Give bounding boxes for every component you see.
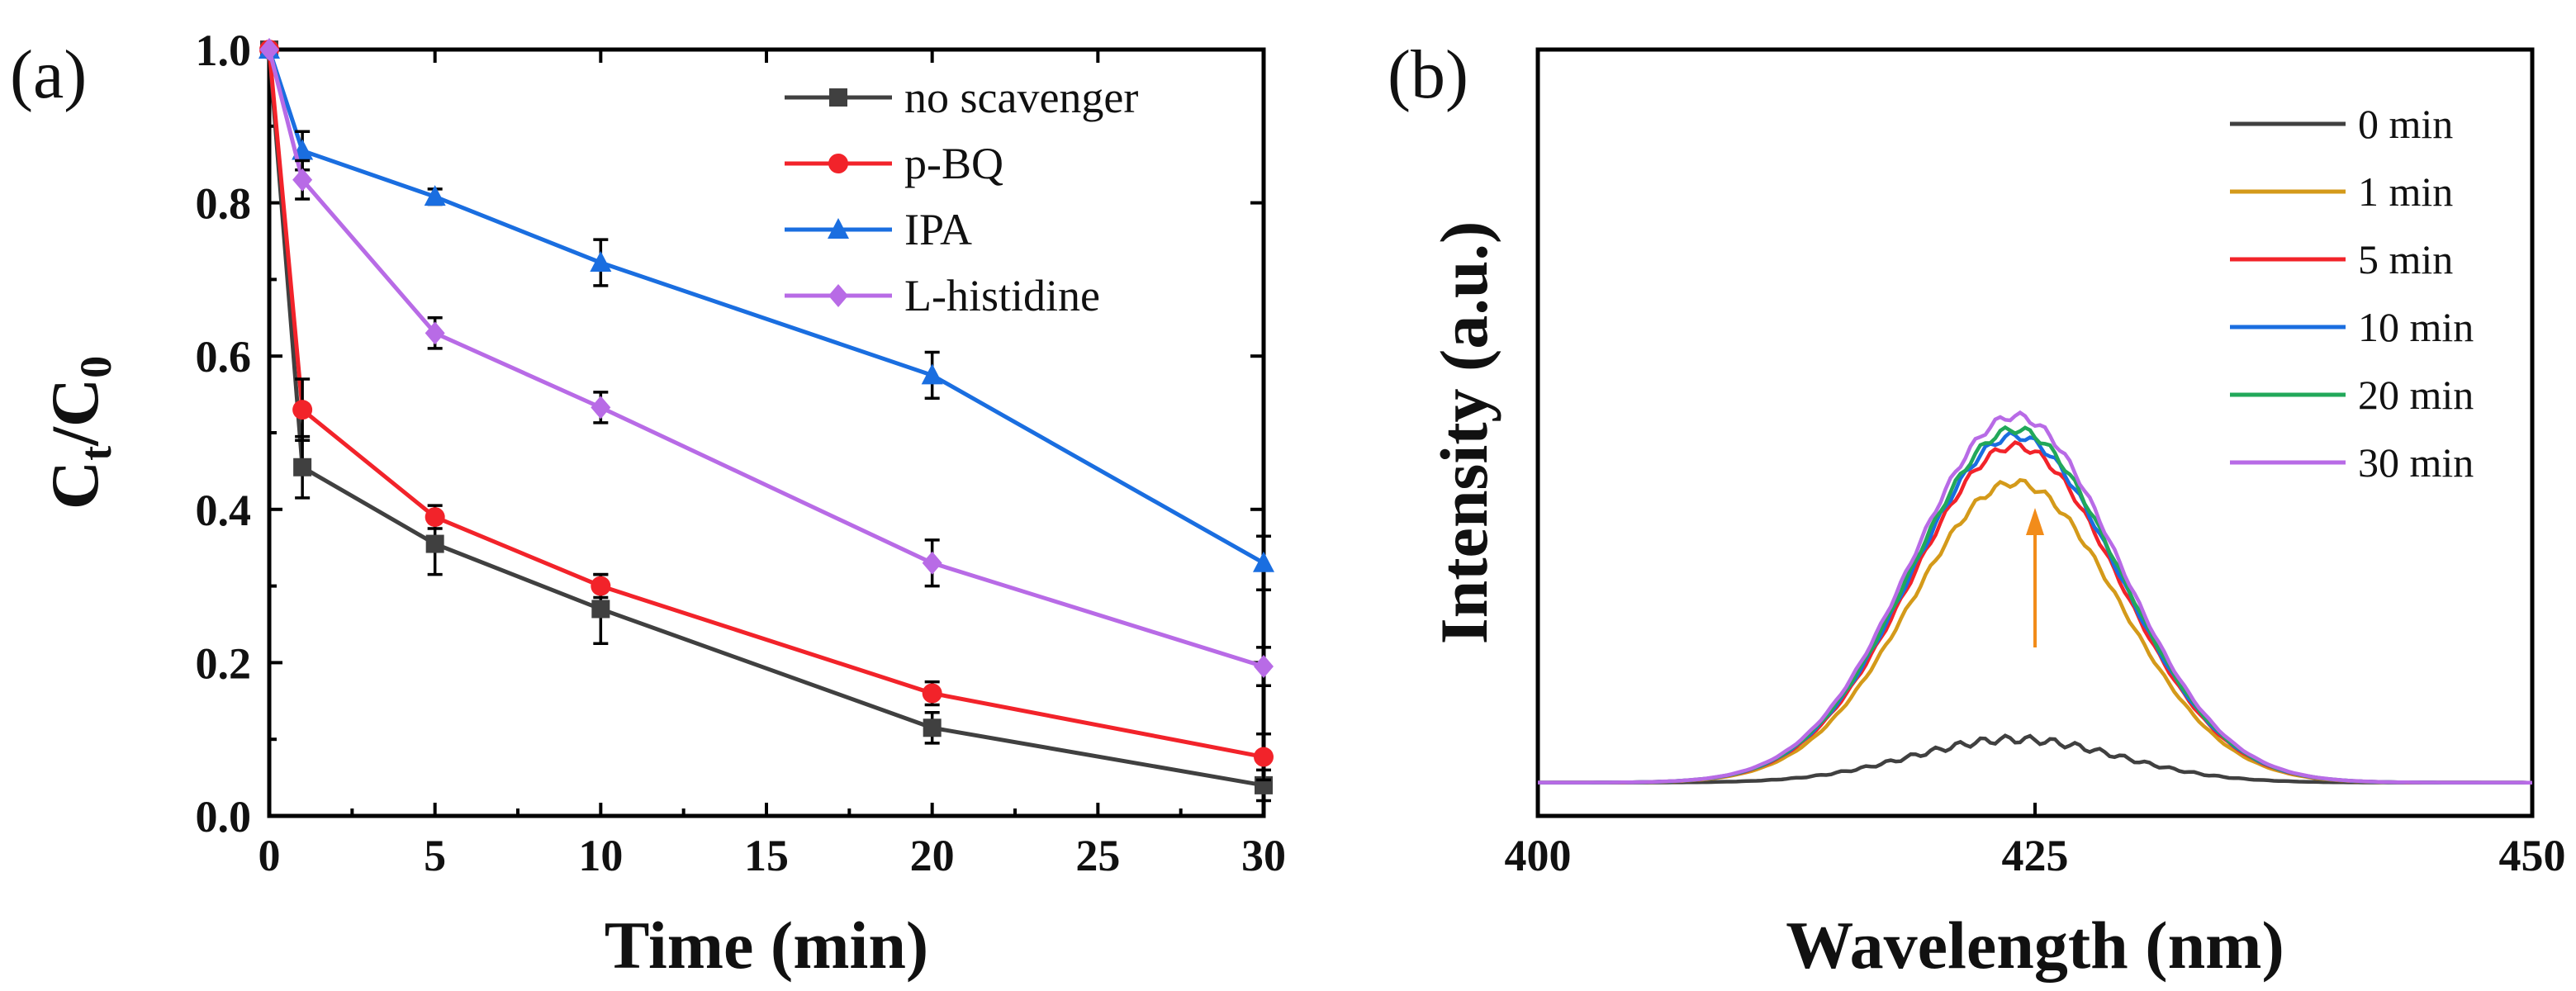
legend-label: 20 min (2358, 372, 2474, 418)
legend-entry: 5 min (2230, 236, 2453, 282)
data-point (293, 458, 312, 477)
data-point (923, 718, 942, 737)
x-tick-label: 0 (259, 831, 281, 880)
panel-b-legend: 0 min 1 min 5 min 10 min 20 min 30 min (2230, 101, 2474, 486)
legend-label: 30 min (2358, 439, 2474, 486)
panel-a-label: (a) (10, 36, 87, 113)
x-tick-label: 25 (1075, 831, 1120, 880)
panel-b-y-axis-title: Intensity (a.u.) (1426, 221, 1501, 645)
data-point (1254, 747, 1274, 767)
series-l-histidine (259, 38, 1274, 687)
panel-a-x-axis-title: Time (min) (605, 908, 929, 983)
y-tick-label: 0.4 (196, 486, 252, 535)
y-tick-label: 0.6 (196, 332, 252, 382)
arrow-head (2026, 508, 2044, 535)
series-p-bq (259, 40, 1274, 782)
data-point (922, 551, 942, 575)
x-tick-label: 5 (424, 831, 446, 880)
legend-label: no scavenger (904, 73, 1138, 122)
legend-entry: 30 min (2230, 439, 2474, 486)
panel-b-series (1538, 410, 2532, 785)
legend-marker (828, 218, 849, 239)
panel-a-y-axis-title: Ct/C0 (37, 356, 121, 510)
x-tick-label: 450 (2499, 831, 2566, 880)
data-point (921, 363, 943, 385)
data-point (1253, 551, 1274, 572)
y-tick-label: 0.2 (196, 638, 252, 688)
series-0-min (1538, 733, 2532, 785)
data-point (424, 185, 446, 206)
legend-entry: IPA (785, 205, 972, 254)
data-point (591, 600, 610, 619)
panel-b-axes-frame (1535, 47, 2535, 818)
legend-label: L-histidine (904, 271, 1100, 320)
x-tick-label: 400 (1505, 831, 1572, 880)
x-tick-label: 15 (744, 831, 789, 880)
data-point (425, 507, 445, 528)
legend-label: 10 min (2358, 304, 2474, 350)
legend-marker (828, 284, 848, 307)
series-no-scavenger (260, 40, 1273, 803)
legend-label: IPA (904, 205, 972, 254)
data-point (292, 400, 313, 420)
panel-a-chart: (a) 0 5 10 15 20 25 30 0.0 0.2 0.4 0.6 0.8 1.0 Time … (10, 26, 1286, 983)
legend-marker (829, 88, 847, 107)
x-tick-label: 10 (578, 831, 623, 880)
panel-a-ticks: 0 5 10 15 20 25 30 0.0 0.2 0.4 0.6 0.8 1.0 (196, 26, 1287, 880)
x-tick-label: 425 (2002, 831, 2069, 880)
data-point (922, 683, 942, 704)
data-point (292, 168, 313, 192)
panel-b-ticks: 400 425 450 (1505, 803, 2566, 880)
legend-entry: L-histidine (785, 271, 1100, 320)
x-tick-label: 20 (910, 831, 955, 880)
y-tick-label: 1.0 (196, 26, 252, 75)
series-line (267, 49, 1264, 759)
panel-b-increase-arrow (2026, 508, 2044, 647)
legend-entry: 1 min (2230, 168, 2453, 215)
panel-a-axes-frame (267, 47, 1266, 818)
legend-label: 0 min (2358, 101, 2453, 147)
legend-label: 5 min (2358, 236, 2453, 282)
legend-marker (828, 154, 848, 173)
series-line (267, 49, 1265, 565)
series-line (267, 49, 1264, 669)
y-tick-label: 0.8 (196, 179, 252, 229)
data-point (425, 534, 444, 553)
panel-a-series (259, 38, 1274, 803)
legend-entry: 20 min (2230, 372, 2474, 418)
legend-entry: p-BQ (785, 139, 1003, 188)
data-point (1254, 655, 1274, 679)
panel-b-x-axis-title: Wavelength (nm) (1786, 908, 2284, 983)
legend-label: 1 min (2358, 168, 2453, 215)
legend-label: p-BQ (904, 139, 1003, 188)
x-tick-label: 30 (1241, 831, 1286, 880)
legend-entry: no scavenger (785, 73, 1138, 122)
panel-b-chart: (b) 400 425 450 Wavelength (nm) Intensity … (1388, 36, 2566, 983)
series-30-min (1538, 410, 2532, 785)
panel-a-legend: no scavenger p-BQ IPA L-histidine (785, 73, 1138, 320)
data-point (591, 576, 611, 596)
series-ipa (259, 38, 1274, 591)
data-point (591, 396, 611, 420)
series-line (267, 49, 1264, 788)
data-point (590, 250, 612, 272)
panel-b-label: (b) (1388, 36, 1468, 113)
legend-entry: 0 min (2230, 101, 2453, 147)
data-point (425, 321, 445, 345)
legend-entry: 10 min (2230, 304, 2474, 350)
y-tick-label: 0.0 (196, 792, 252, 842)
data-point (259, 38, 279, 61)
